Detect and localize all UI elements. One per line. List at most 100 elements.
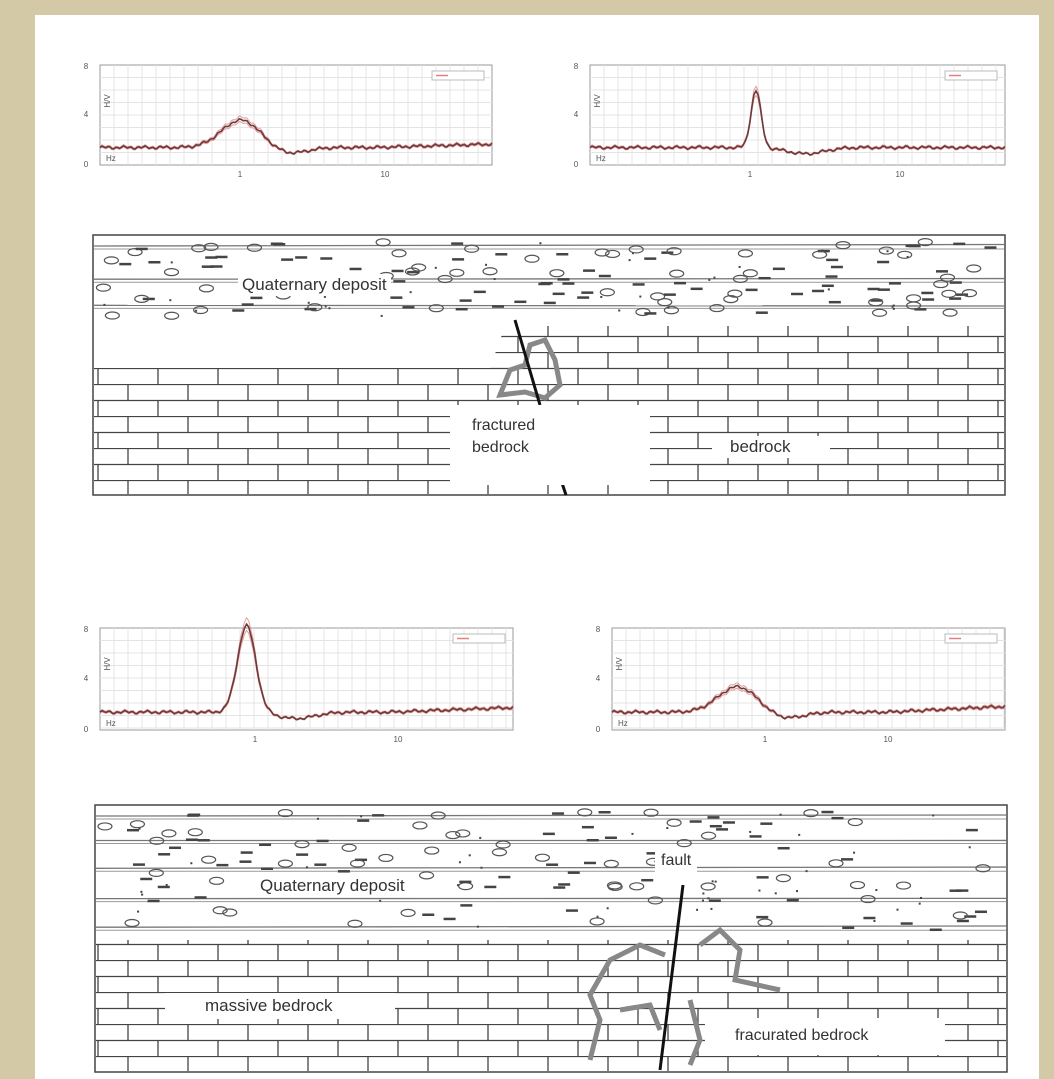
x-unit-label: Hz (596, 154, 606, 163)
grain (932, 814, 934, 816)
grain (919, 903, 921, 905)
y-axis-label: H/V (103, 657, 112, 671)
x-unit-label: Hz (106, 719, 116, 728)
y-tick-label: 4 (574, 110, 579, 119)
grain (306, 866, 308, 868)
y-axis-label: H/V (615, 657, 624, 671)
hvsr-plot: 8 4 0 H/V Hz 1 10 (84, 618, 513, 744)
y-tick-label: 8 (574, 62, 579, 71)
y-tick-label: 0 (84, 160, 89, 169)
grain (712, 880, 714, 882)
grain (479, 837, 481, 839)
grain (758, 890, 760, 892)
grain (702, 900, 704, 902)
grain (169, 299, 171, 301)
grain (739, 266, 741, 268)
grain (381, 315, 383, 317)
grain (749, 831, 751, 833)
x-unit-label: Hz (106, 154, 116, 163)
grain (629, 259, 631, 261)
y-tick-label: 0 (574, 160, 579, 169)
grain (639, 296, 641, 298)
grain (707, 897, 709, 899)
section-label: fractured bedrock (450, 405, 650, 485)
grain (667, 307, 669, 309)
grain (457, 884, 459, 886)
section-label: bedrock (712, 436, 830, 458)
grain (317, 818, 319, 820)
grain (618, 309, 620, 311)
grain (713, 277, 715, 279)
x-tick-label: 10 (381, 170, 390, 179)
y-tick-label: 0 (596, 725, 601, 734)
grain (459, 861, 461, 863)
grain (796, 890, 798, 892)
grain (469, 854, 471, 856)
y-tick-label: 4 (84, 674, 89, 683)
grain (410, 291, 412, 293)
grain (873, 920, 875, 922)
grain (696, 909, 698, 911)
grain (875, 889, 877, 891)
grain (896, 909, 898, 911)
grain (893, 308, 895, 310)
y-tick-label: 8 (84, 625, 89, 634)
grain (138, 828, 140, 830)
section-label: fracurated bedrock (705, 1018, 945, 1055)
deposit-layer (94, 305, 1004, 306)
grain (140, 891, 142, 893)
x-tick-label: 1 (238, 170, 243, 179)
grain (328, 307, 330, 309)
grain (325, 305, 327, 307)
y-tick-label: 4 (84, 110, 89, 119)
grain (480, 867, 482, 869)
grain (806, 870, 808, 872)
x-tick-label: 10 (896, 170, 905, 179)
grain (920, 897, 922, 899)
grain (379, 900, 381, 902)
grain (477, 926, 479, 928)
grain (853, 852, 855, 854)
y-tick-label: 4 (596, 674, 601, 683)
x-tick-label: 1 (763, 735, 768, 744)
x-tick-label: 1 (253, 735, 258, 744)
section-label: Quaternary deposit (256, 875, 409, 897)
grain (171, 261, 173, 263)
x-tick-label: 10 (394, 735, 403, 744)
grain (485, 264, 487, 266)
grain (166, 884, 168, 886)
grain (190, 862, 192, 864)
grain (969, 846, 971, 848)
figure-drawing: 840H/VHz110840H/VHz110840H/VHz110840H/VH… (0, 0, 1054, 1079)
grain (103, 304, 105, 306)
y-tick-label: 0 (84, 725, 89, 734)
section-label: Quaternary deposit (238, 274, 391, 296)
grain (435, 267, 437, 269)
grain (702, 892, 704, 894)
grain (798, 834, 800, 836)
grain (494, 278, 496, 280)
x-tick-label: 10 (884, 735, 893, 744)
grain (539, 242, 541, 244)
x-unit-label: Hz (618, 719, 628, 728)
grain (708, 279, 710, 281)
hvsr-plot: 8 4 0 H/V Hz 1 10 (596, 625, 1005, 744)
grain (887, 250, 889, 252)
grain (360, 815, 362, 817)
hvsr-plot: 8 4 0 H/V Hz 1 10 (574, 62, 1005, 179)
grain (775, 892, 777, 894)
grain (607, 907, 609, 909)
grain (710, 908, 712, 910)
grain (141, 894, 143, 896)
deposit-layer (94, 279, 1004, 280)
grain (631, 833, 633, 835)
grain (137, 911, 139, 913)
grain (666, 827, 668, 829)
x-tick-label: 1 (748, 170, 753, 179)
grain (195, 310, 197, 312)
figure: 840H/VHz110840H/VHz110840H/VHz110840H/VH… (0, 0, 1054, 1079)
y-tick-label: 8 (596, 625, 601, 634)
y-axis-label: H/V (593, 94, 602, 108)
y-tick-label: 8 (84, 62, 89, 71)
